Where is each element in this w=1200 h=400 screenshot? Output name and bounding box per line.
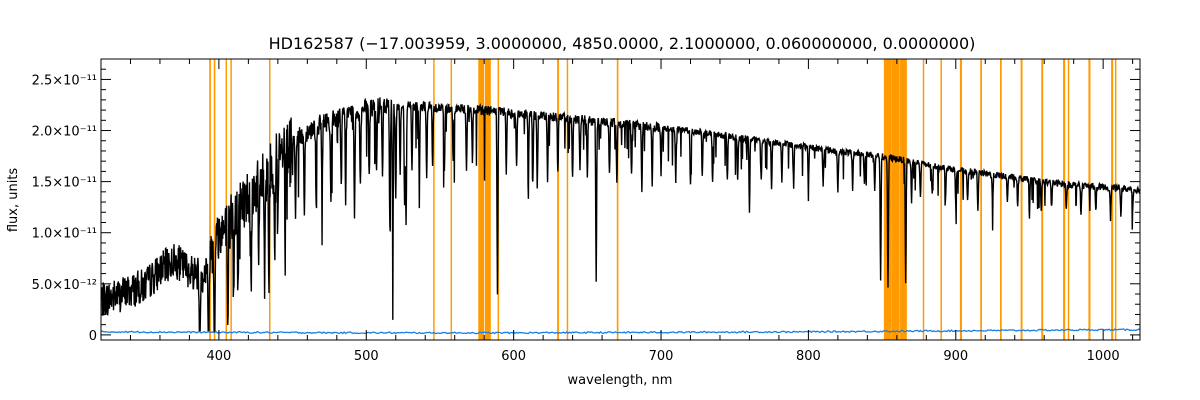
x-tick-label-4: 800: [796, 349, 821, 364]
masked-region-5: [433, 59, 435, 340]
flux-series: [100, 97, 1141, 333]
y-tick-label-5: 2.5×10⁻¹¹: [32, 73, 97, 88]
masked-region-17: [940, 59, 942, 340]
masked-region-11: [566, 59, 569, 340]
x-tick-label-6: 1000: [1087, 349, 1120, 364]
x-axis: 400 500 600 700 800 900 1000: [100, 59, 1134, 364]
y-axis-title: flux, units: [6, 168, 21, 233]
masked-region-1: [213, 59, 216, 340]
x-tick-label-0: 400: [206, 349, 231, 364]
y-tick-label-3: 1.5×10⁻¹¹: [32, 176, 97, 191]
x-tick-label-1: 500: [354, 349, 379, 364]
masked-region-26: [1111, 59, 1114, 340]
masked-region-19: [980, 59, 983, 340]
masked-region-15: [900, 59, 907, 340]
x-tick-label-3: 700: [649, 349, 674, 364]
masked-region-20: [999, 59, 1002, 340]
masked-region-8: [484, 59, 491, 340]
chart-title: HD162587 (−17.003959, 3.0000000, 4850.00…: [269, 34, 976, 53]
y-tick-label-0: 0: [89, 329, 97, 344]
masked-region-14: [891, 59, 900, 340]
masked-region-6: [450, 59, 453, 340]
masked-region-18: [959, 59, 962, 340]
masked-region-23: [1063, 59, 1066, 340]
y-axis: 0 5.0×10⁻¹² 1.0×10⁻¹¹ 1.5×10⁻¹¹ 2.0×10⁻¹¹ 2.5…: [32, 58, 1140, 344]
error-series: [100, 328, 1141, 335]
x-axis-title: wavelength, nm: [568, 373, 673, 388]
masked-region-10: [557, 59, 560, 340]
plot-frame: [100, 58, 1141, 341]
masked-region-7: [478, 59, 485, 340]
masked-region-12: [616, 59, 619, 340]
masked-region-21: [1020, 59, 1023, 340]
x-tick-label-5: 900: [943, 349, 968, 364]
masked-region-24: [1067, 59, 1070, 340]
masked-region-16: [922, 59, 925, 340]
x-tick-label-2: 600: [501, 349, 526, 364]
y-tick-label-1: 5.0×10⁻¹²: [32, 278, 97, 293]
y-tick-label-4: 2.0×10⁻¹¹: [32, 125, 97, 140]
y-tick-label-2: 1.0×10⁻¹¹: [32, 227, 97, 242]
error-line: [100, 328, 1141, 335]
flux-line: [100, 97, 1141, 333]
masked-region-2: [225, 59, 228, 340]
masked-region-0: [209, 59, 211, 340]
masked-region-27: [1114, 59, 1117, 340]
